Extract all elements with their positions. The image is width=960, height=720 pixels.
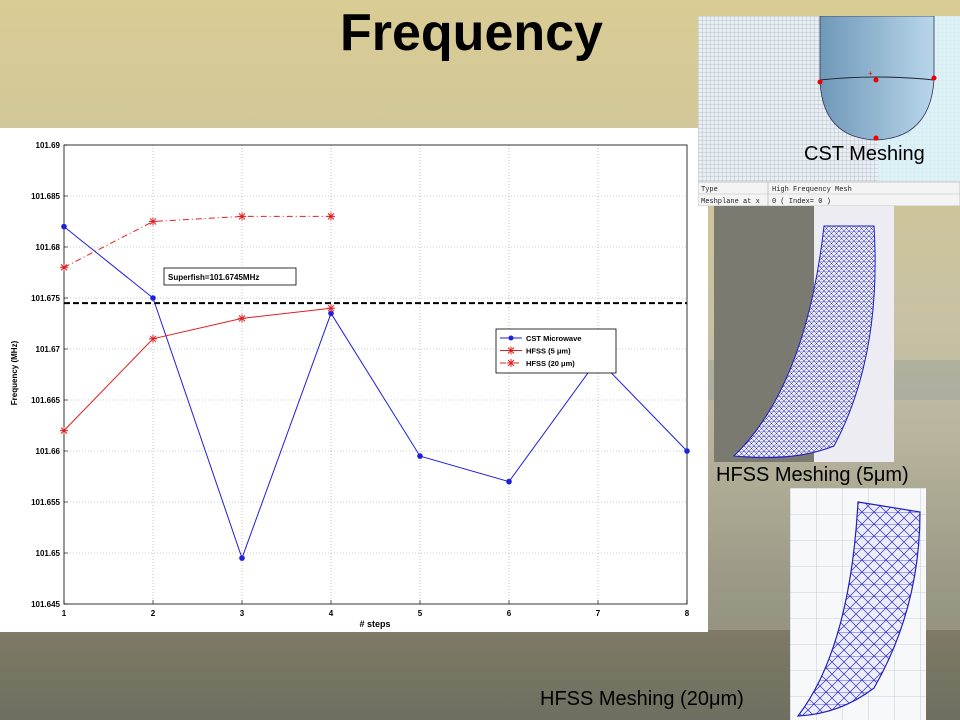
legend-entry-label: CST Microwave xyxy=(526,334,581,343)
plot-frame xyxy=(63,144,688,605)
data-point xyxy=(149,334,157,343)
series-2 xyxy=(60,212,335,272)
y-tick-label: 101.655 xyxy=(31,498,60,507)
chart-panel: 1 2 3 4 5 6 7 8 101.645 101.65 101.655 101.66 101.66… xyxy=(0,128,708,632)
legend-entry-label: HFSS (20 μm) xyxy=(526,359,575,368)
series-line xyxy=(63,307,332,431)
y-tick-label: 101.645 xyxy=(31,600,60,609)
y-axis-label: Frequency (MHz) xyxy=(10,340,19,405)
data-point xyxy=(417,453,423,459)
y-tick-label: 101.65 xyxy=(36,549,61,558)
superfish-label: Superfish=101.6745MHz xyxy=(168,273,259,282)
slide-title: Frequency xyxy=(340,4,603,62)
series-1 xyxy=(60,304,335,435)
x-tick-label: 5 xyxy=(418,609,423,618)
reference-layer: Superfish=101.6745MHz xyxy=(64,267,687,305)
legend-swatch-marker xyxy=(507,346,515,355)
mesh-type-value: High Frequency Mesh xyxy=(772,186,852,194)
legend-swatch-marker xyxy=(508,335,514,341)
cst-mesh-image: + Type High Frequency Mesh Meshplane at … xyxy=(698,16,960,206)
data-point xyxy=(60,426,68,435)
cst-meshing-caption: CST Meshing xyxy=(804,143,925,165)
data-point xyxy=(327,212,335,221)
x-tick-label: 6 xyxy=(507,609,512,618)
data-point xyxy=(238,314,246,323)
x-tick-label: 4 xyxy=(329,609,334,618)
meshplane-value: 0 ( Index= 0 ) xyxy=(772,198,831,206)
series-line xyxy=(63,215,331,268)
data-point xyxy=(61,223,67,230)
hfss-5um-caption: HFSS Meshing (5μm) xyxy=(716,464,909,486)
data-point xyxy=(684,448,690,454)
hfss-5um-mesh-image xyxy=(714,206,894,462)
y-tick-label: 101.67 xyxy=(36,345,61,354)
data-point xyxy=(239,555,245,561)
data-point xyxy=(60,263,68,272)
y-tick-label: 101.675 xyxy=(31,294,60,303)
x-axis-label: # steps xyxy=(359,619,390,629)
x-tick-label: 2 xyxy=(151,609,156,618)
x-tick-label: 1 xyxy=(62,609,67,618)
meshplane-label: Meshplane at x xyxy=(701,198,760,206)
data-point xyxy=(328,310,334,317)
hfss-20um-caption: HFSS Meshing (20μm) xyxy=(540,688,744,710)
axes-layer: 1 2 3 4 5 6 7 8 101.645 101.65 101.655 101.66 101.66… xyxy=(31,141,690,618)
legend-swatch-marker xyxy=(507,359,515,367)
grid-layer xyxy=(64,145,687,604)
hfss-5um-mesh-graphic xyxy=(714,206,894,462)
data-point xyxy=(238,212,246,221)
cst-mesh-graphic: + Type High Frequency Mesh Meshplane at … xyxy=(698,16,960,206)
y-tick-label: 101.69 xyxy=(36,141,61,150)
series-0 xyxy=(61,223,690,561)
x-tick-label: 3 xyxy=(240,609,245,618)
svg-text:+: + xyxy=(868,69,873,78)
y-tick-label: 101.66 xyxy=(36,447,61,456)
x-tick-label: 8 xyxy=(685,609,690,618)
legend: CST Microwave HFSS (5 μm) HFSS (20 μm) xyxy=(495,328,617,374)
hfss-20um-mesh-graphic xyxy=(790,488,926,720)
y-tick-label: 101.68 xyxy=(36,243,61,252)
superfish-label-box xyxy=(163,267,297,286)
data-point xyxy=(506,478,512,485)
legend-entry-label: HFSS (5 μm) xyxy=(526,347,571,356)
data-point xyxy=(327,304,335,313)
mesh-type-label: Type xyxy=(701,186,718,194)
hfss-20um-mesh-image xyxy=(790,488,926,720)
data-point xyxy=(149,217,157,226)
y-tick-label: 101.665 xyxy=(31,396,60,405)
frequency-chart: 1 2 3 4 5 6 7 8 101.645 101.65 101.655 101.66 101.66… xyxy=(10,141,690,629)
x-tick-label: 7 xyxy=(596,609,601,618)
series-layer xyxy=(60,212,690,561)
data-point xyxy=(150,295,156,301)
y-tick-label: 101.685 xyxy=(31,192,60,201)
series-line xyxy=(63,226,688,560)
